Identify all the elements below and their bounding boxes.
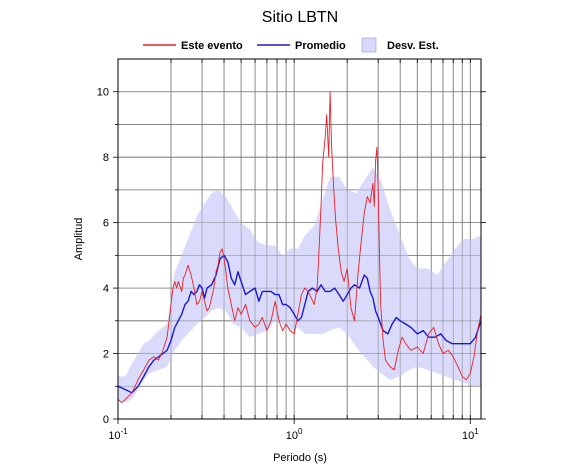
legend-swatch-desv-est [361, 37, 377, 53]
legend-label-desv-est: Desv. Est. [387, 40, 439, 52]
y-tick-label: 6 [103, 218, 109, 230]
y-tick-label: 0 [103, 414, 109, 426]
x-tick-label: 10-1 [108, 427, 128, 442]
x-tick-label: 101 [462, 427, 479, 442]
x-tick-label: 100 [286, 427, 303, 442]
y-tick-label: 8 [103, 152, 109, 164]
chart-title: Sitio LBTN [262, 9, 338, 26]
plot-border [117, 58, 482, 420]
y-axis-label: Amplitud [73, 218, 85, 261]
y-tick-label: 4 [103, 283, 109, 295]
legend-label-promedio: Promedio [295, 40, 346, 52]
legend-label-este-evento: Este evento [181, 40, 243, 52]
y-tick-label: 2 [103, 349, 109, 361]
legend: Este evento Promedio Desv. Est. [143, 37, 439, 53]
y-axis: 0 2 4 6 8 10 [97, 87, 486, 426]
plot-frame [117, 58, 482, 420]
x-axis-label: Periodo (s) [273, 452, 327, 464]
std-band [118, 167, 481, 403]
series-line-este-evento [117, 91, 482, 404]
series-line-promedio [117, 254, 482, 394]
plot-area [117, 59, 482, 419]
x-axis: 10-1 100 101 [108, 59, 479, 442]
y-tick-label: 10 [97, 87, 109, 99]
